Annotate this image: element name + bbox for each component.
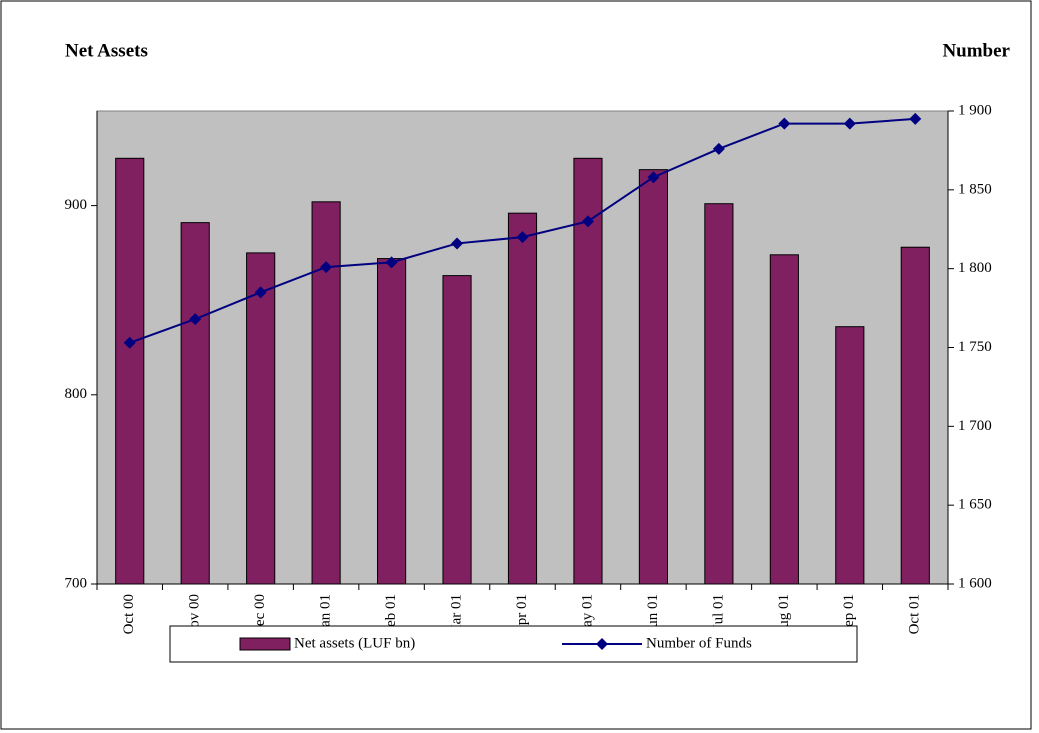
bar (704, 203, 734, 585)
marker (254, 286, 267, 299)
x-tick-label: Feb 01 (383, 594, 399, 635)
y2-tick-label: 1 600 (958, 575, 992, 591)
y2-tick-label: 1 700 (958, 418, 992, 434)
bar (311, 201, 341, 585)
x-tick-label: Jul 01 (710, 594, 726, 630)
marker (123, 336, 136, 349)
marker (320, 261, 333, 274)
marker (189, 313, 202, 326)
legend-label: Net assets (LUF bn) (294, 635, 415, 651)
marker (778, 117, 791, 130)
marker (516, 231, 529, 244)
y2-tick-label: 1 850 (958, 181, 992, 197)
legend-label: Number of Funds (646, 635, 752, 651)
bar (835, 326, 865, 585)
marker (385, 256, 398, 269)
legend-swatch (239, 637, 291, 651)
bar (246, 252, 276, 585)
x-tick-label: Oct 00 (121, 594, 137, 634)
marker (843, 117, 856, 130)
bar (900, 246, 930, 585)
bar (377, 258, 407, 585)
x-tick-label: Sep 01 (841, 594, 857, 635)
bar (573, 157, 603, 585)
y2-tick-label: 1 650 (958, 497, 992, 513)
y2-tick-label: 1 800 (958, 260, 992, 276)
y-tick-label: 700 (65, 575, 88, 591)
bar (180, 222, 210, 585)
marker (712, 142, 725, 155)
bar (638, 169, 668, 585)
marker (909, 112, 922, 125)
marker (647, 171, 660, 184)
bar (769, 254, 799, 585)
legend-marker (596, 638, 608, 650)
bar (442, 275, 472, 585)
x-tick-label: Oct 01 (907, 594, 923, 634)
y-axis-title: Net Assets (65, 40, 148, 61)
bar (507, 212, 538, 585)
bar (115, 157, 145, 585)
y-tick-label: 800 (65, 386, 88, 402)
x-tick-label: Jun 01 (645, 594, 661, 634)
y2-axis-title: Number (942, 40, 1010, 61)
y2-tick-label: 1 900 (958, 102, 992, 118)
marker (581, 215, 594, 228)
y2-tick-label: 1 750 (958, 339, 992, 355)
y-tick-label: 900 (65, 197, 88, 213)
x-tick-label: Jan 01 (318, 594, 334, 633)
marker (451, 237, 464, 250)
